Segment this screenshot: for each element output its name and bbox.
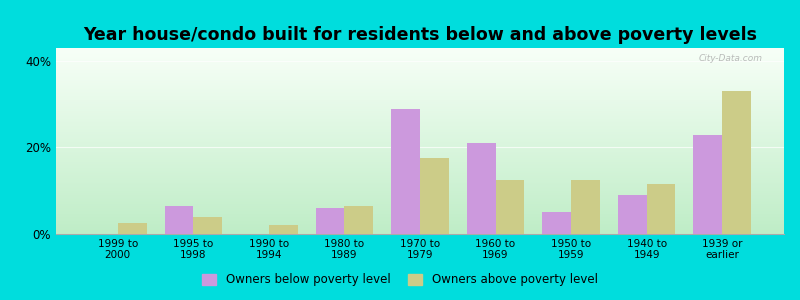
Bar [571,180,600,234]
Bar [316,208,345,234]
Bar [495,180,524,234]
Bar [391,109,420,234]
Bar [420,158,449,234]
Bar [694,134,722,234]
Bar [165,206,194,234]
Legend: Owners below poverty level, Owners above poverty level: Owners below poverty level, Owners above… [198,269,602,291]
Title: Year house/condo built for residents below and above poverty levels: Year house/condo built for residents bel… [83,26,757,44]
Bar [722,91,751,234]
Bar [646,184,675,234]
Bar [618,195,646,234]
Bar [118,223,146,234]
Bar [467,143,495,234]
Bar [542,212,571,234]
Text: City-Data.com: City-Data.com [698,54,762,63]
Bar [194,217,222,234]
Bar [345,206,373,234]
Bar [269,225,298,234]
